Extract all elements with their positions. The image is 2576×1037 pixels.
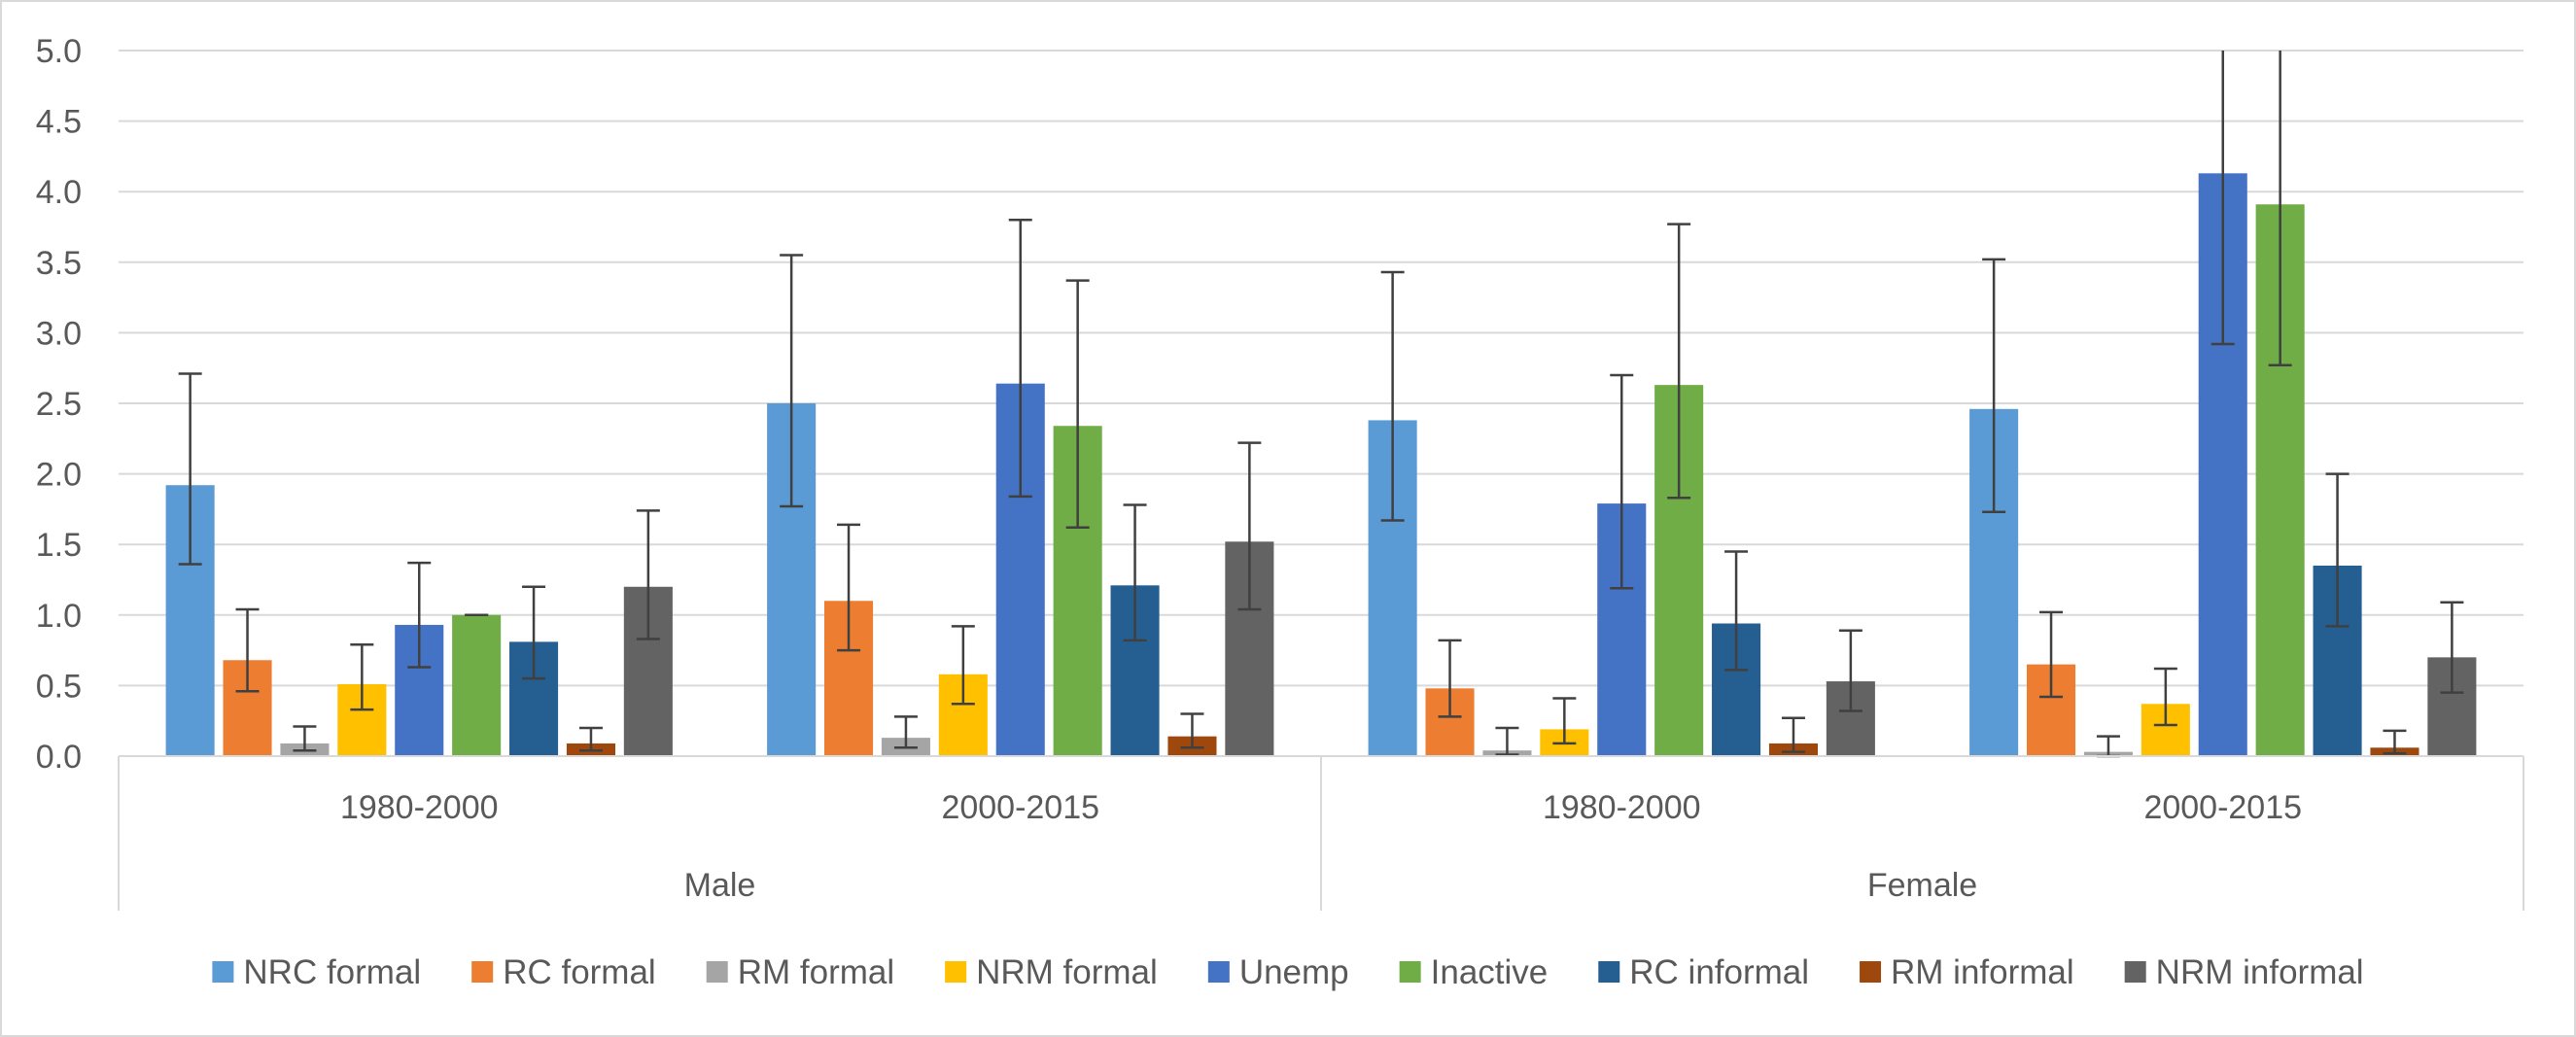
legend-item-nrm-informal: NRM informal: [2124, 953, 2364, 991]
error-bar-nrm-informal-female-2000-2015: [2440, 601, 2464, 694]
error-bar-rc-formal-male-1980-2000: [235, 607, 260, 693]
y-tick-label-1-0: 1.0: [36, 598, 82, 635]
error-bar-rc-formal-female-2000-2015: [2039, 610, 2064, 699]
legend-label-nrm-formal: NRM formal: [976, 953, 1158, 991]
legend-swatch-rc-informal: [1598, 961, 1620, 983]
legend-item-rc-informal: RC informal: [1598, 953, 1809, 991]
error-bar-rm-informal-female-2000-2015: [2383, 729, 2407, 755]
legend-label-rm-formal: RM formal: [738, 953, 894, 991]
x-tick-label-male-2000-2015: 2000-2015: [941, 789, 1099, 826]
error-bar-unemp-male-2000-2015: [1008, 218, 1032, 499]
x-tick-label-female-1980-2000: 1980-2000: [1543, 789, 1701, 826]
legend-item-rm-formal: RM formal: [706, 953, 894, 991]
legend-label-rc-informal: RC informal: [1629, 953, 1809, 991]
error-bar-rm-formal-male-1980-2000: [293, 725, 317, 752]
bars: [165, 173, 2477, 757]
y-tick-label-0-5: 0.5: [36, 668, 82, 705]
error-bar-rm-informal-male-1980-2000: [578, 726, 603, 752]
error-bar-rc-informal-male-1980-2000: [522, 585, 546, 680]
error-bar-rm-formal-female-1980-2000: [1495, 726, 1519, 756]
error-bar-nrc-formal-male-1980-2000: [178, 372, 202, 566]
error-bar-inactive-female-1980-2000: [1667, 223, 1691, 500]
legend-swatch-nrc-formal: [212, 961, 234, 983]
y-tick-label-3-5: 3.5: [36, 245, 82, 282]
legend-item-unemp: Unemp: [1207, 953, 1349, 991]
legend-label-nrm-informal: NRM informal: [2156, 953, 2364, 991]
y-tick-label-0-0: 0.0: [36, 739, 82, 776]
error-bar-nrm-formal-male-1980-2000: [350, 643, 374, 711]
error-bar-nrc-formal-male-2000-2015: [780, 254, 804, 508]
legend-swatch-inactive: [1399, 961, 1421, 983]
error-bar-nrm-informal-male-1980-2000: [636, 509, 660, 640]
error-bar-nrc-formal-female-1980-2000: [1380, 270, 1405, 522]
error-bar-nrm-formal-male-2000-2015: [951, 625, 975, 706]
error-bars: [178, 51, 2464, 758]
error-bar-rc-formal-male-2000-2015: [837, 523, 861, 652]
legend-item-nrc-formal: NRC formal: [212, 953, 421, 991]
error-bar-nrm-informal-male-2000-2015: [1237, 441, 1262, 611]
y-tick-label-4-5: 4.5: [36, 104, 82, 141]
legend-label-unemp: Unemp: [1239, 953, 1349, 991]
legend-item-rc-formal: RC formal: [471, 953, 656, 991]
bar-inactive-male-1980-2000: [452, 614, 502, 756]
x-tick-label-male-1980-2000: 1980-2000: [340, 789, 499, 826]
legend-swatch-nrm-formal: [945, 961, 967, 983]
y-tick-label-1-5: 1.5: [36, 527, 82, 564]
legend-swatch-rm-informal: [1860, 961, 1882, 983]
legend-item-inactive: Inactive: [1399, 953, 1549, 991]
error-bar-unemp-female-2000-2015: [2210, 51, 2235, 346]
group-label-female: Female: [1867, 867, 1977, 904]
error-bar-rc-informal-male-2000-2015: [1123, 503, 1147, 642]
legend-label-rm-informal: RM informal: [1891, 953, 2074, 991]
group-label-male: Male: [684, 867, 756, 904]
y-tick-label-2-0: 2.0: [36, 457, 82, 494]
error-bar-nrm-formal-female-1980-2000: [1552, 697, 1577, 745]
legend-swatch-nrm-informal: [2124, 961, 2146, 983]
legend-label-nrc-formal: NRC formal: [243, 953, 421, 991]
error-bar-rm-informal-female-1980-2000: [1781, 716, 1805, 753]
error-bar-nrm-informal-female-1980-2000: [1838, 629, 1862, 712]
x-tick-label-female-2000-2015: 2000-2015: [2143, 789, 2302, 826]
error-bar-inactive-female-2000-2015: [2268, 51, 2292, 367]
legend-swatch-unemp: [1207, 961, 1230, 983]
legend-label-rc-formal: RC formal: [503, 953, 656, 991]
error-bar-nrc-formal-female-2000-2015: [1982, 258, 2006, 514]
y-tick-label-4-0: 4.0: [36, 174, 82, 211]
error-bar-unemp-female-1980-2000: [1610, 373, 1634, 590]
legend-swatch-rc-formal: [471, 961, 494, 983]
error-bar-rc-formal-female-1980-2000: [1438, 639, 1462, 718]
error-bar-rc-informal-female-1980-2000: [1724, 550, 1749, 672]
legend: NRC formal RC formal RM formal NRM formal Un…: [212, 953, 2364, 991]
y-tick-label-2-5: 2.5: [36, 386, 82, 423]
legend-item-rm-informal: RM informal: [1860, 953, 2074, 991]
legend-swatch-rm-formal: [706, 961, 728, 983]
y-tick-label-3-0: 3.0: [36, 315, 82, 352]
error-bar-nrm-formal-female-2000-2015: [2153, 667, 2177, 727]
category-axis: 1980-2000 2000-2015 Male 1980-2000 2000-2015…: [118, 755, 2524, 911]
y-axis-tick-labels: 0.0 0.5 1.0 1.5 2.0 2.5 3.0 3.5 4.0 4.5 5.0: [36, 33, 82, 776]
error-bar-rc-informal-female-2000-2015: [2325, 472, 2350, 628]
error-bar-inactive-male-2000-2015: [1065, 279, 1090, 530]
error-bar-rm-formal-male-2000-2015: [893, 715, 918, 749]
legend-item-nrm-formal: NRM formal: [945, 953, 1158, 991]
legend-label-inactive: Inactive: [1431, 953, 1549, 991]
error-bar-unemp-male-1980-2000: [407, 561, 432, 669]
y-tick-label-5-0: 5.0: [36, 33, 82, 70]
error-bar-rm-informal-male-2000-2015: [1180, 712, 1204, 749]
